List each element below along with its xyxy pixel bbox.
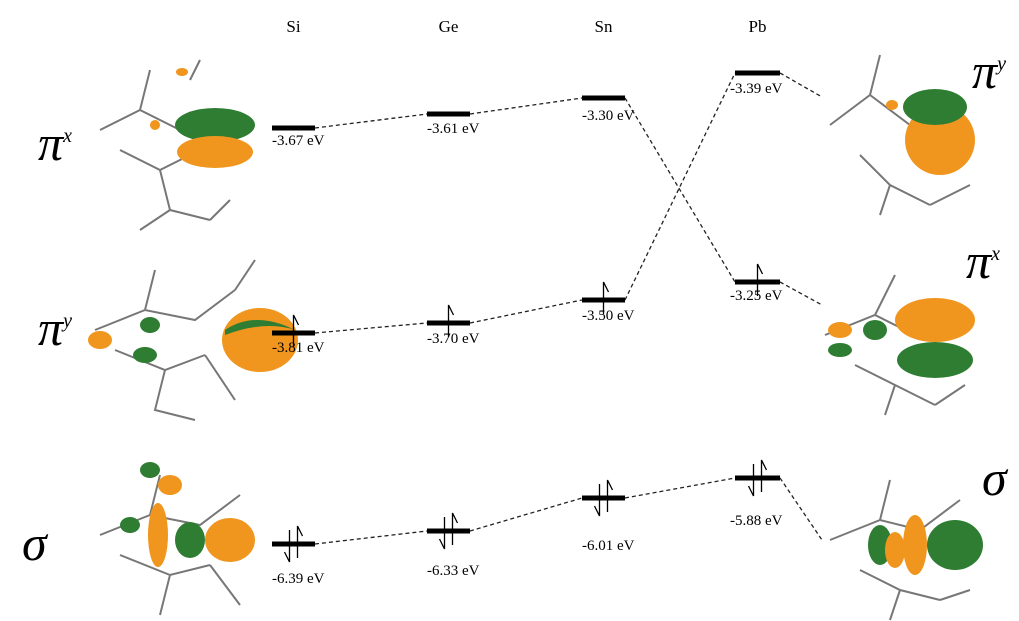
column-label: Sn <box>595 17 613 36</box>
connector <box>625 73 735 300</box>
energy-label: -6.33 eV <box>427 563 480 579</box>
column-label: Si <box>286 17 300 36</box>
orbital-symbol: σ <box>982 450 1009 506</box>
connector <box>625 98 735 282</box>
energy-label: -6.01 eV <box>582 538 635 554</box>
connector <box>470 498 582 531</box>
energy-label: -6.39 eV <box>272 571 325 587</box>
column-label: Pb <box>749 17 767 36</box>
energy-label: -3.30 eV <box>582 108 635 124</box>
connector <box>780 282 822 305</box>
connector <box>315 114 427 128</box>
energy-label: -3.39 eV <box>730 81 783 97</box>
orbital-symbol: πy <box>972 43 1006 99</box>
superscript: x <box>62 125 72 147</box>
superscript: y <box>995 53 1006 75</box>
symbol: π <box>38 300 65 356</box>
orbital-symbol: σ <box>22 515 49 571</box>
energy-label: -5.88 eV <box>730 513 783 529</box>
orbital-symbol: πy <box>38 300 72 356</box>
superscript: y <box>61 310 72 332</box>
connector <box>625 478 735 498</box>
column-label: Ge <box>439 17 459 36</box>
orbital-symbol: πx <box>38 115 72 171</box>
energy-label: -3.70 eV <box>427 331 480 347</box>
energy-label: -3.25 eV <box>730 288 783 304</box>
connector <box>780 478 822 540</box>
connector <box>315 531 427 544</box>
energy-label: -3.67 eV <box>272 133 325 149</box>
superscript: x <box>990 243 1000 265</box>
connector <box>470 98 582 114</box>
molecule-images <box>88 55 983 620</box>
symbol: σ <box>982 450 1009 506</box>
symbol: π <box>966 233 993 289</box>
connector <box>315 323 427 333</box>
energy-label: -3.81 eV <box>272 340 325 356</box>
connector <box>780 73 822 97</box>
symbol: π <box>38 115 65 171</box>
energy-label: -3.50 eV <box>582 308 635 324</box>
symbol: σ <box>22 515 49 571</box>
orbital-symbol: πx <box>966 233 1000 289</box>
connector <box>470 300 582 323</box>
energy-label: -3.61 eV <box>427 121 480 137</box>
orbital-diagram: Si -3.67 eV -3.81 eV -6.39 eV Ge -3.61 eV -3.7… <box>0 0 1019 621</box>
symbol: π <box>972 43 999 99</box>
